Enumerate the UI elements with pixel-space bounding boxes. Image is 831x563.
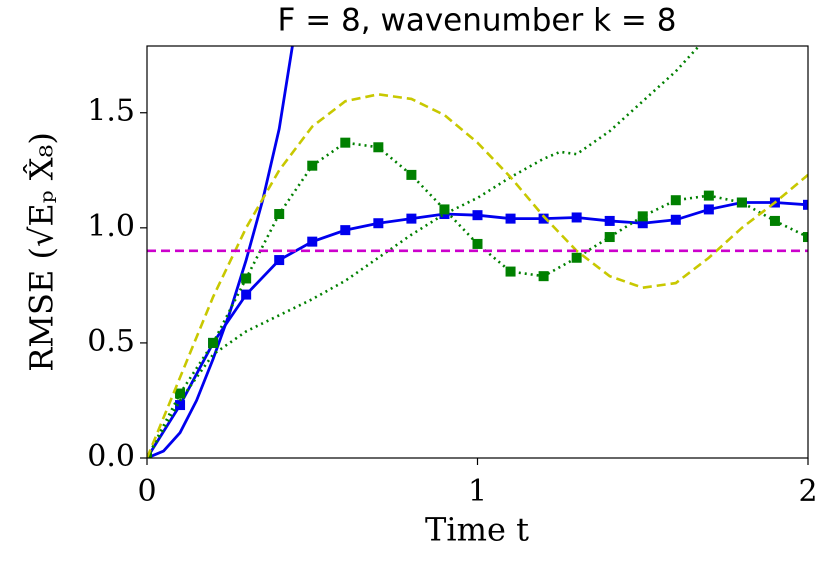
y-tick-label: 1.0 xyxy=(87,209,135,244)
marker xyxy=(571,252,582,263)
series-line xyxy=(147,141,808,458)
marker xyxy=(670,214,681,225)
marker xyxy=(241,289,252,300)
marker xyxy=(274,255,285,266)
y-tick-label: 1.5 xyxy=(87,94,135,129)
marker xyxy=(538,213,549,224)
marker xyxy=(803,199,808,210)
marker xyxy=(406,213,417,224)
marker xyxy=(147,453,152,458)
marker xyxy=(604,232,615,243)
marker xyxy=(703,190,714,201)
marker xyxy=(670,195,681,206)
marker xyxy=(472,238,483,249)
series-line xyxy=(147,46,700,458)
marker xyxy=(538,271,549,282)
y-tick-label: 0.0 xyxy=(87,439,135,474)
marker xyxy=(340,225,351,236)
x-tick-label: 0 xyxy=(137,474,156,509)
marker xyxy=(175,400,186,411)
marker xyxy=(803,232,808,243)
marker xyxy=(571,212,582,223)
marker xyxy=(769,215,780,226)
marker xyxy=(604,215,615,226)
x-tick-label: 1 xyxy=(468,474,487,509)
marker xyxy=(241,273,252,284)
marker xyxy=(736,197,747,208)
marker xyxy=(505,213,516,224)
marker xyxy=(307,160,318,171)
plot-area xyxy=(147,46,808,458)
series-line xyxy=(147,93,808,458)
marker xyxy=(175,388,186,399)
y-tick-label: 0.5 xyxy=(87,324,135,359)
marker xyxy=(406,169,417,180)
series-line xyxy=(147,46,294,458)
marker xyxy=(373,218,384,229)
x-tick-label: 2 xyxy=(798,474,817,509)
marker xyxy=(505,266,516,277)
chart-title: F = 8, wavenumber k = 8 xyxy=(278,3,677,39)
marker xyxy=(637,211,648,222)
marker xyxy=(307,236,318,247)
marker xyxy=(439,204,450,215)
marker xyxy=(340,137,351,148)
x-axis-label: Time t xyxy=(425,511,529,549)
marker xyxy=(472,210,483,221)
marker xyxy=(208,337,219,348)
marker xyxy=(637,218,648,229)
marker xyxy=(373,142,384,153)
y-axis-label: RMSE (√Eₚ X̂₈) xyxy=(23,132,61,372)
marker xyxy=(274,209,285,220)
marker xyxy=(703,204,714,215)
